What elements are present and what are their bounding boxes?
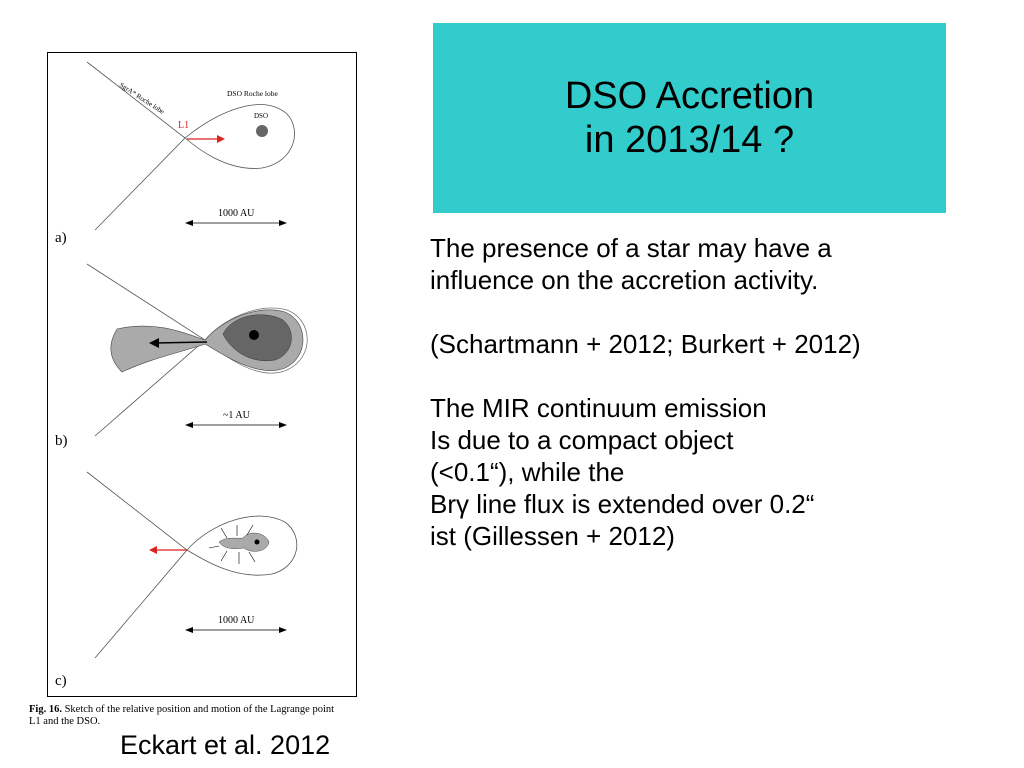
dso-roche-lobe-c xyxy=(186,515,298,576)
body-line-9: Brγ line flux is extended over 0.2“ xyxy=(430,489,815,519)
dso-roche-lobe-outer-b xyxy=(204,307,308,374)
roche-lobe-figure: SgrA* Roche lobe DSO Roche lobe DSO L1 1… xyxy=(47,52,357,697)
scale-label-b: ~1 AU xyxy=(223,410,251,421)
dso-marker xyxy=(256,125,268,137)
body-text: The presence of a star may have a influe… xyxy=(430,232,1020,552)
panel-b: ~1 AU b) xyxy=(55,263,308,449)
title-box: DSO Accretion in 2013/14 ? xyxy=(433,23,946,213)
title-line-2: in 2013/14 ? xyxy=(584,119,795,161)
body-line-4: (Schartmann + 2012; Burkert + 2012) xyxy=(430,329,861,359)
body-line-7: Is due to a compact object xyxy=(430,425,734,455)
title-line-1: DSO Accretion xyxy=(564,75,815,117)
gas-cloud-c xyxy=(218,532,270,552)
scale-label-c: 1000 AU xyxy=(218,615,255,626)
scale-label-a: 1000 AU xyxy=(218,208,255,219)
dso-core-b xyxy=(249,330,259,340)
body-line-2: influence on the accretion activity. xyxy=(430,265,819,295)
body-line-3 xyxy=(430,296,1020,328)
panel-label-b: b) xyxy=(55,433,68,449)
figure-caption: Fig. 16. Sketch of the relative position… xyxy=(29,704,379,730)
panel-label-c: c) xyxy=(55,673,67,689)
dso-core-c xyxy=(254,539,260,545)
l1-label: L1 xyxy=(178,120,189,131)
caption-line-2: L1 and the DSO. xyxy=(29,716,101,727)
dso-label: DSO xyxy=(254,112,268,120)
body-line-10: ist (Gillessen + 2012) xyxy=(430,521,675,551)
body-line-8: (<0.1“), while the xyxy=(430,457,625,487)
caption-text: Sketch of the relative position and moti… xyxy=(61,704,335,715)
motion-arrow-b xyxy=(154,341,208,344)
body-line-6: The MIR continuum emission xyxy=(430,393,767,423)
figure-credit: Eckart et al. 2012 xyxy=(120,730,331,760)
body-line-1: The presence of a star may have a xyxy=(430,233,832,263)
dso-roche-lobe xyxy=(184,104,295,169)
panel-c: 1000 AU c) xyxy=(55,471,298,689)
dso-roche-lobe-label: DSO Roche lobe xyxy=(227,89,278,98)
caption-bold: Fig. 16. xyxy=(29,704,62,715)
panel-label-a: a) xyxy=(55,230,67,246)
body-line-5 xyxy=(430,360,1020,392)
